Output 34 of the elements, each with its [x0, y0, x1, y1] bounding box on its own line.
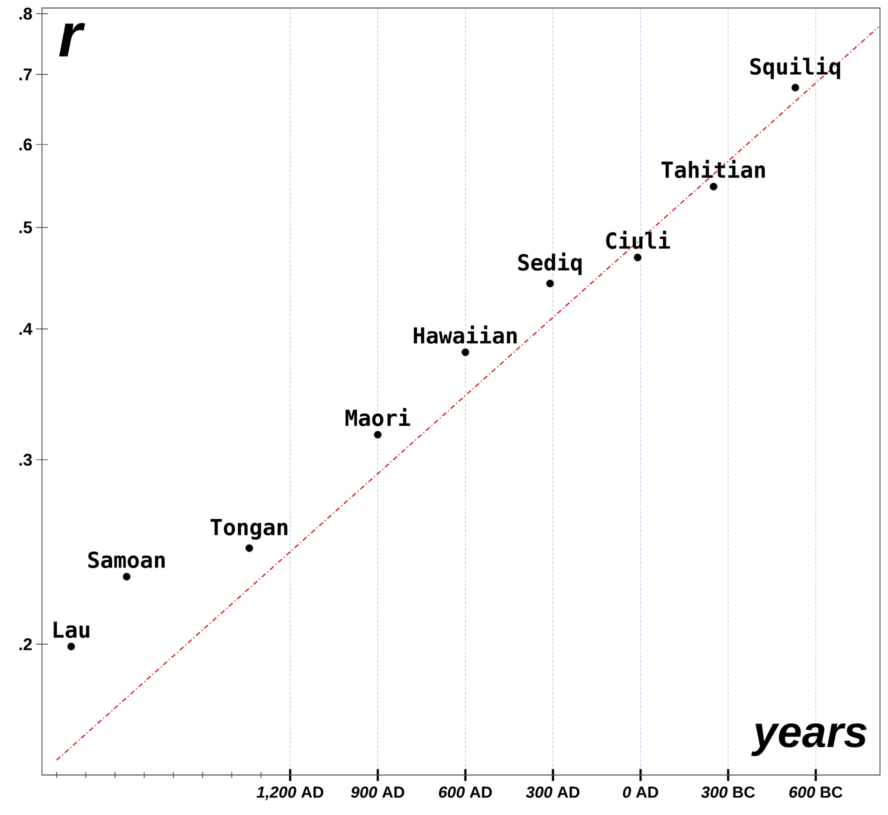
annotation: Tahitian	[662, 160, 765, 178]
y-tick-label: .3	[19, 454, 32, 466]
y-tick-label: .4	[19, 323, 32, 335]
x-tick-label: 1,200 AD	[256, 786, 324, 800]
x-tick-label: 0 AD	[623, 786, 658, 798]
y-axis-title: r	[59, 23, 86, 56]
annotation: Tongan	[210, 519, 288, 540]
x-tick-label: 600 AD	[438, 786, 492, 798]
y-tick-label: .5	[19, 221, 32, 234]
x-axis-title: years	[751, 723, 867, 756]
annotation: Squiliq	[750, 56, 840, 80]
point	[122, 572, 130, 580]
point	[462, 348, 470, 356]
point	[792, 84, 800, 92]
y-tick-label: .6	[19, 138, 32, 151]
point	[67, 642, 75, 650]
y-tick-label: .7	[19, 68, 32, 80]
annotation: Sediq	[518, 252, 582, 275]
x-tick-label: 300 BC	[701, 786, 755, 798]
y-tick-label: .8	[19, 8, 32, 20]
x-tick-label: 600 BC	[789, 786, 842, 798]
annotation: Ciuli	[606, 230, 670, 249]
x-tick-label: 900 AD	[351, 786, 404, 798]
y-tick-label: .2	[19, 638, 32, 650]
annotation: Lau	[54, 622, 90, 638]
point	[246, 544, 254, 552]
annotation: Hawaiian	[414, 326, 517, 344]
point	[634, 254, 642, 262]
point	[374, 430, 382, 438]
point	[546, 280, 554, 288]
point	[710, 182, 718, 190]
annotation: Maori	[346, 408, 410, 426]
x-tick-label: 300 AD	[526, 786, 580, 798]
annotation: Samoan	[88, 551, 165, 568]
